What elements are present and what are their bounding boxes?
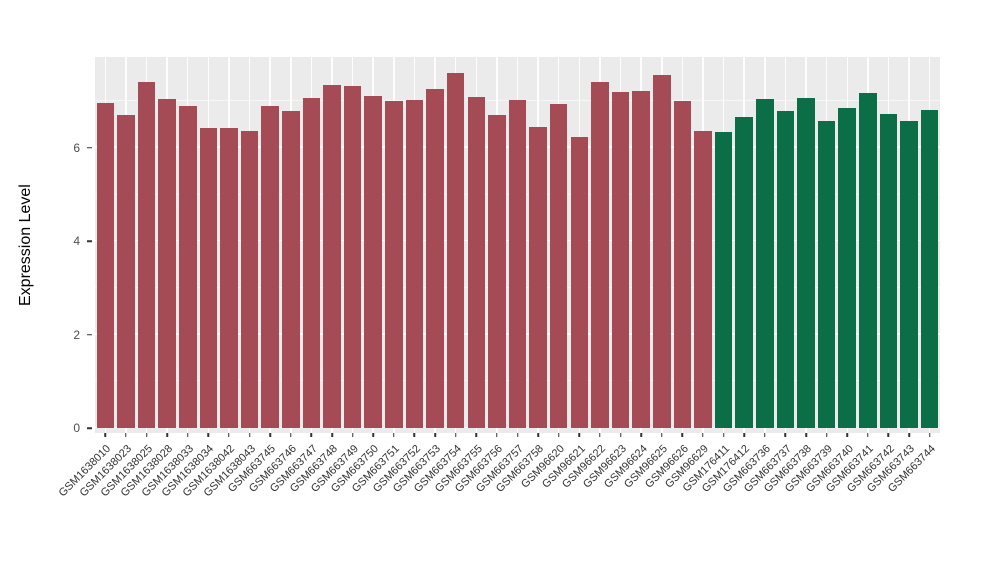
x-tick-mark — [784, 433, 787, 437]
bar-gsm663749 — [343, 85, 362, 428]
bar-gsm663737 — [776, 111, 795, 428]
x-tick-mark — [516, 433, 519, 437]
y-tick-label: 6 — [73, 140, 80, 155]
bar-gsm96626 — [673, 101, 692, 428]
x-tick-mark — [825, 433, 828, 437]
x-tick-mark — [331, 433, 333, 437]
bar-gsm176412 — [735, 117, 753, 428]
bar-gsm663748 — [323, 84, 341, 428]
x-tick-mark — [743, 433, 745, 437]
bar-gsm1638028 — [158, 98, 176, 428]
bar-gsm96620 — [549, 104, 568, 428]
bar-gsm96625 — [653, 75, 671, 428]
x-tick-mark — [269, 433, 271, 437]
bar-gsm663752 — [405, 100, 424, 428]
bar-gsm663756 — [488, 115, 506, 428]
x-tick-mark — [764, 433, 766, 437]
x-tick-mark — [908, 433, 910, 437]
bar-gsm663751 — [385, 101, 403, 428]
bar-gsm663757 — [508, 99, 527, 428]
bar-gsm96621 — [570, 137, 589, 428]
x-tick-mark — [434, 433, 436, 437]
x-tick-mark — [475, 433, 478, 437]
bar-gsm663736 — [756, 98, 774, 428]
bar-gsm663754 — [446, 73, 465, 428]
x-tick-mark — [640, 433, 642, 437]
x-tick-mark — [846, 433, 848, 437]
bar-gsm1638043 — [240, 131, 259, 428]
x-tick-mark — [578, 433, 581, 437]
y-tick-label: 4 — [73, 234, 80, 249]
x-tick-mark — [702, 433, 704, 437]
x-tick-mark — [372, 433, 374, 437]
bar-gsm1638025 — [137, 82, 156, 428]
y-tick-mark — [87, 333, 92, 336]
bar-gsm1638034 — [199, 128, 218, 428]
bar-gsm176411 — [714, 132, 733, 428]
bar-gsm663747 — [302, 97, 321, 428]
x-tick-mark — [310, 433, 313, 437]
bar-gsm1638023 — [117, 115, 135, 428]
x-tick-mark — [928, 433, 931, 437]
bar-gsm663739 — [817, 120, 836, 428]
x-tick-mark — [145, 433, 148, 437]
x-tick-mark — [867, 433, 869, 437]
bar-gsm663750 — [364, 96, 382, 428]
bar-gsm96624 — [632, 90, 650, 428]
bar-gsm663753 — [426, 89, 444, 428]
x-tick-mark — [186, 433, 189, 437]
x-tick-mark — [722, 433, 725, 437]
bar-gsm663741 — [859, 92, 877, 428]
y-tick-mark — [87, 147, 92, 149]
x-tick-mark — [228, 433, 230, 437]
x-tick-mark — [887, 433, 890, 437]
y-tick-mark — [87, 427, 92, 429]
bar-gsm96629 — [694, 130, 712, 428]
plot-panel — [95, 57, 940, 433]
bar-gsm663755 — [467, 97, 486, 428]
x-tick-mark — [805, 433, 807, 437]
bar-gsm663758 — [529, 126, 547, 428]
x-tick-mark — [681, 433, 684, 437]
x-tick-mark — [290, 433, 292, 437]
x-tick-mark — [537, 433, 539, 437]
x-tick-mark — [599, 433, 601, 437]
bar-gsm96623 — [611, 91, 630, 428]
bar-gsm663740 — [838, 108, 856, 428]
bar-gsm1638010 — [96, 103, 115, 428]
x-tick-mark — [557, 433, 560, 437]
x-tick-mark — [661, 433, 663, 437]
bar-gsm96622 — [591, 82, 609, 428]
x-tick-mark — [351, 433, 354, 437]
x-tick-mark — [166, 433, 168, 437]
y-tick-mark — [87, 240, 92, 242]
x-tick-mark — [393, 433, 395, 437]
x-tick-mark — [413, 433, 416, 437]
x-tick-mark — [496, 433, 498, 437]
x-tick-mark — [619, 433, 622, 437]
y-tick-label: 0 — [73, 421, 80, 435]
y-tick-label: 2 — [73, 327, 80, 342]
x-tick-mark — [207, 433, 210, 437]
bar-gsm663745 — [261, 105, 279, 428]
y-axis: 0 2 4 6 — [0, 57, 95, 435]
bar-gsm663742 — [879, 113, 898, 428]
x-tick-mark — [454, 433, 457, 437]
x-tick-mark — [248, 433, 251, 437]
x-axis: GSM1638010 GSM1638023 GSM1638025 GSM1638028… — [57, 433, 940, 573]
bar-gsm1638042 — [220, 128, 238, 428]
bar-gsm663738 — [797, 97, 815, 428]
x-tick-mark — [125, 433, 127, 437]
bar-gsm663746 — [282, 111, 300, 428]
bar-gsm1638033 — [178, 105, 197, 428]
x-tick-mark — [104, 433, 107, 437]
bar-gsm663744 — [920, 110, 939, 428]
bar-gsm663743 — [900, 121, 918, 428]
